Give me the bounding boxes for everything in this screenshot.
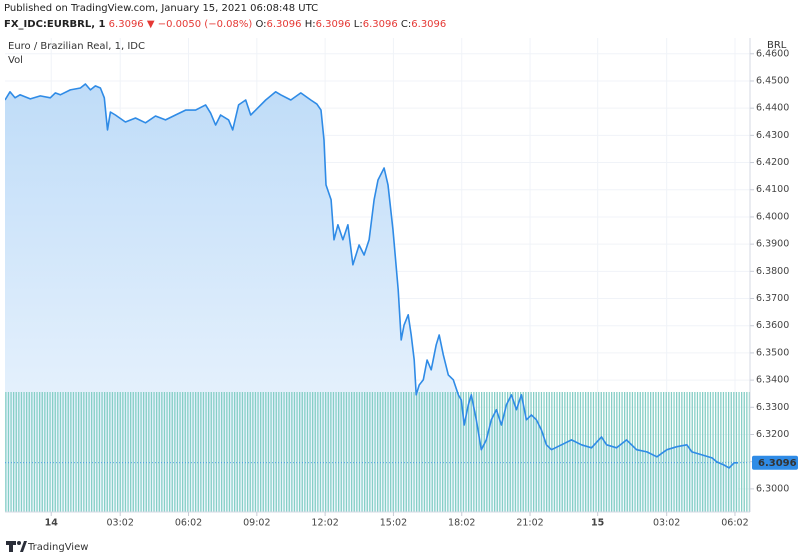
y-tick-label: 6.4400	[756, 103, 789, 114]
volume-label: Vol	[8, 55, 23, 66]
y-tick-label: 6.3800	[756, 266, 789, 277]
x-tick-label: 15	[591, 518, 604, 529]
last-price-badge	[752, 455, 798, 470]
y-tick-label: 6.4200	[756, 157, 789, 168]
y-tick-label: 6.4500	[756, 75, 789, 86]
ohlc-label: O:	[255, 19, 266, 30]
currency: BRL	[767, 40, 787, 51]
last-price-label: 6.3096	[758, 458, 797, 469]
y-tick-label: 6.3000	[756, 483, 789, 494]
ohlc-value: 6.3096	[363, 19, 398, 30]
ohlc-label: C:	[401, 19, 411, 30]
x-tick-label: 15:02	[380, 518, 407, 529]
chart-title: Euro / Brazilian Real, 1, IDC	[8, 41, 145, 52]
arrow: ▼	[147, 19, 155, 30]
x-tick-label: 14	[45, 518, 59, 529]
axes: 6.30006.31006.32006.33006.34006.35006.36…	[45, 48, 790, 528]
ohlc-label: L:	[354, 19, 363, 30]
last: 6.3096	[109, 19, 144, 30]
y-tick-label: 6.4000	[756, 211, 789, 222]
symbol: FX_IDC:EURBRL, 1	[4, 19, 106, 30]
y-tick-label: 6.3900	[756, 239, 789, 250]
line-layer	[5, 83, 750, 469]
ohlc-label: H:	[305, 19, 316, 30]
y-tick-label: 6.3400	[756, 375, 789, 386]
ohlc-value: 6.3096	[411, 19, 446, 30]
y-tick-label: 6.4300	[756, 130, 789, 141]
x-tick-label: 09:02	[243, 518, 270, 529]
price-line	[5, 83, 738, 469]
x-tick-label: 03:02	[107, 518, 134, 529]
volume-bars	[5, 392, 750, 512]
x-tick-label: 18:02	[448, 518, 475, 529]
y-tick-label: 6.4100	[756, 184, 789, 195]
y-tick-label: 6.3200	[756, 429, 789, 440]
x-tick-label: 06:02	[721, 518, 748, 529]
brand-logo: TradingView	[6, 541, 88, 553]
y-tick-label: 6.4600	[756, 48, 789, 59]
ohlc-value: 6.3096	[267, 19, 302, 30]
brand: TradingView	[27, 542, 88, 553]
published: Published on TradingView.com, January 15…	[4, 3, 318, 14]
y-tick-label: 6.3600	[756, 320, 789, 331]
y-tick-label: 6.3500	[756, 347, 789, 358]
x-tick-label: 12:02	[311, 518, 338, 529]
change: −0.0050 (−0.08%)	[158, 19, 253, 30]
currency-box	[752, 38, 798, 52]
x-tick-label: 03:02	[653, 518, 680, 529]
quote-line: FX_IDC:EURBRL, 1 6.3096 ▼ −0.0050 (−0.08…	[4, 19, 446, 30]
x-tick-label: 06:02	[175, 518, 202, 529]
y-tick-label: 6.3700	[756, 293, 789, 304]
y-tick-label: 6.3300	[756, 402, 789, 413]
x-tick-label: 21:02	[516, 518, 543, 529]
ohlc-value: 6.3096	[316, 19, 351, 30]
